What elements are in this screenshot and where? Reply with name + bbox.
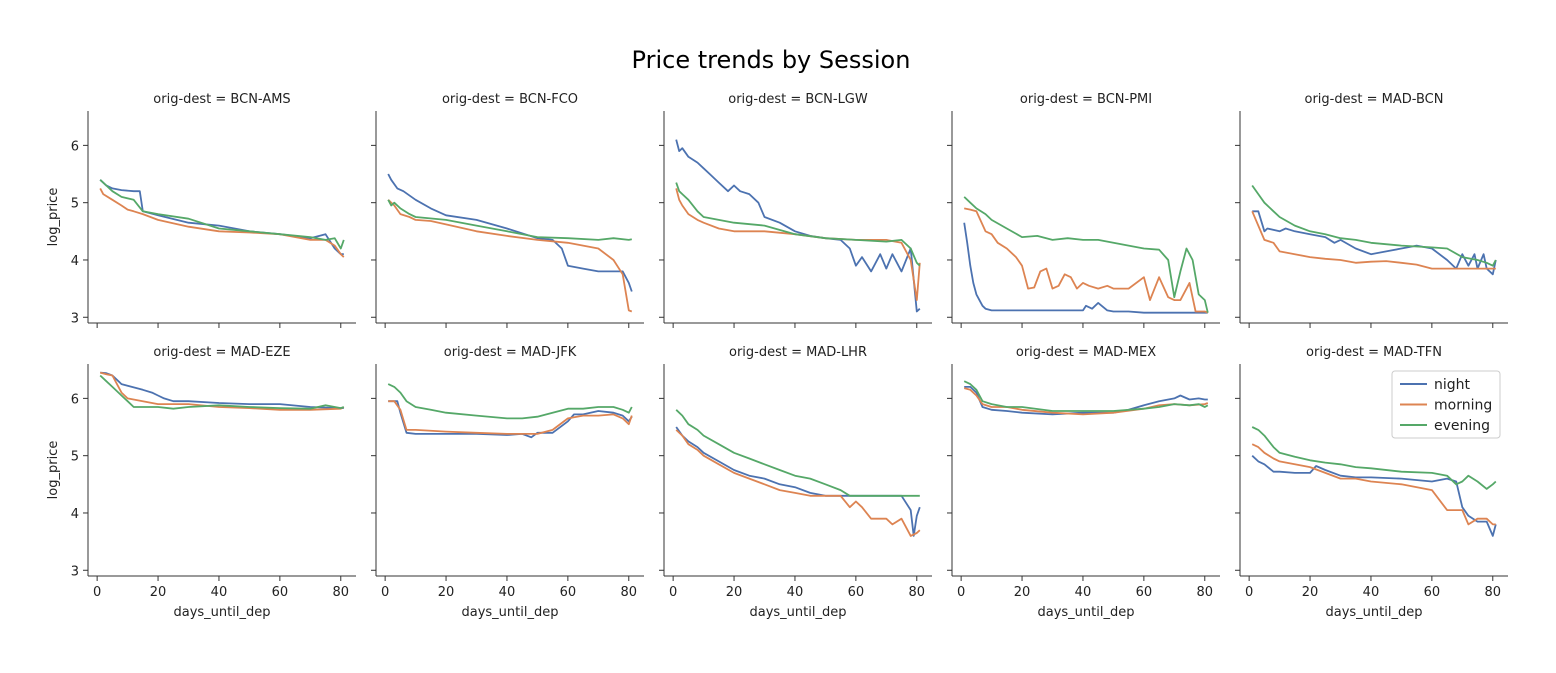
y-tick-label: 6 [71,392,79,407]
series-line-night [675,139,921,313]
panel-mad-jfk: orig-dest = MAD-JFK 0 20 40 60 80 days_until_d… [371,345,644,620]
x-tick-label: 40 [499,585,516,600]
x-axis-label: days_until_dep [750,605,847,620]
series-line-morning [99,371,345,411]
y-tick-label: 3 [71,564,79,579]
series-line-evening [963,380,1209,412]
y-axis-label: log_price [46,188,61,247]
facet-title: orig-dest = BCN-PMI [1020,92,1152,107]
x-tick-label: 40 [1075,585,1092,600]
series-line-night [99,179,344,256]
panels: orig-dest = BCN-AMS3456log_priceorig-des… [46,92,1508,620]
x-axis-label: days_until_dep [1326,605,1423,620]
legend-label-evening: evening [1434,418,1490,434]
y-axis-label: log_price [46,441,61,500]
x-tick-label: 0 [669,585,677,600]
facet-title: orig-dest = BCN-AMS [153,92,290,107]
panel-mad-tfn: orig-dest = MAD-TFN 0 20 40 60 80 days_until_d… [1235,345,1508,620]
panel-mad-lhr: orig-dest = MAD-LHR 0 20 40 60 80 days_until_d… [659,345,932,620]
x-tick-label: 20 [726,585,743,600]
series-line-morning [99,187,345,258]
x-tick-label: 0 [957,585,965,600]
x-tick-label: 60 [560,585,577,600]
series-line-night [1251,455,1497,537]
series-line-night [675,426,921,537]
series-line-evening [1251,426,1497,490]
facet-title: orig-dest = MAD-LHR [729,345,867,360]
facet-title: orig-dest = MAD-BCN [1305,92,1444,107]
series-line-morning [1251,443,1496,526]
x-tick-label: 20 [438,585,455,600]
facet-title: orig-dest = MAD-JFK [444,345,577,360]
series-line-evening [99,374,345,410]
series-line-evening [99,179,345,250]
legend-label-night: night [1434,377,1471,393]
x-tick-label: 80 [332,585,349,600]
series-line-morning [675,429,921,537]
panel-mad-bcn: orig-dest = MAD-BCN [1235,92,1508,328]
panel-mad-mex: orig-dest = MAD-MEX 0 20 40 60 80 days_until_d… [947,345,1220,620]
series-line-evening [675,182,921,267]
x-tick-label: 60 [272,585,289,600]
series-line-morning [1251,210,1496,270]
x-axis-label: days_until_dep [174,605,271,620]
y-tick-label: 3 [71,311,79,326]
series-line-evening [963,196,1209,313]
y-tick-label: 5 [71,197,79,212]
x-tick-label: 0 [1245,585,1253,600]
x-tick-label: 20 [150,585,167,600]
x-tick-label: 40 [1363,585,1380,600]
series-line-night [387,173,633,292]
panel-bcn-lgw: orig-dest = BCN-LGW [659,92,932,328]
x-tick-label: 20 [1014,585,1031,600]
panel-bcn-ams: orig-dest = BCN-AMS 3 4 5 6 log_price [46,92,356,328]
series-line-night [963,222,1208,314]
x-tick-label: 0 [381,585,389,600]
legend-box [1391,370,1501,439]
y-tick-label: 4 [71,254,79,269]
series-line-evening [387,199,632,241]
chart-title: Price trends by Session [632,46,911,74]
facet-title: orig-dest = MAD-TFN [1306,345,1442,360]
y-tick-label: 6 [71,139,79,154]
series-line-evening [675,409,920,497]
x-tick-label: 80 [1484,585,1501,600]
y-tick-label: 4 [71,507,79,522]
x-tick-label: 20 [1302,585,1319,600]
facet-title: orig-dest = BCN-FCO [442,92,578,107]
facet-title: orig-dest = MAD-MEX [1016,345,1156,360]
series-line-morning [964,207,1209,314]
facet-title: orig-dest = MAD-EZE [153,345,290,360]
series-line-evening [1251,184,1497,267]
series-line-morning [675,188,921,302]
x-axis-label: days_until_dep [462,605,559,620]
legend: night morning evening [1391,370,1501,439]
x-tick-label: 80 [620,585,637,600]
panel-bcn-fco: orig-dest = BCN-FCO [371,92,644,328]
panel-bcn-pmi: orig-dest = BCN-PMI [947,92,1220,328]
series-line-morning [387,199,633,313]
x-tick-label: 80 [908,585,925,600]
x-tick-label: 40 [787,585,804,600]
x-tick-label: 80 [1196,585,1213,600]
series-line-morning [388,400,633,435]
legend-label-morning: morning [1434,398,1492,414]
x-tick-label: 40 [211,585,228,600]
x-tick-label: 60 [1424,585,1441,600]
series-line-evening [387,383,633,420]
y-tick-label: 5 [71,450,79,465]
series-line-night [100,371,344,410]
x-tick-label: 0 [93,585,101,600]
x-tick-label: 60 [848,585,865,600]
facet-title: orig-dest = BCN-LGW [728,92,868,107]
series-line-night [1252,210,1497,276]
x-tick-label: 60 [1136,585,1153,600]
x-axis-label: days_until_dep [1038,605,1135,620]
